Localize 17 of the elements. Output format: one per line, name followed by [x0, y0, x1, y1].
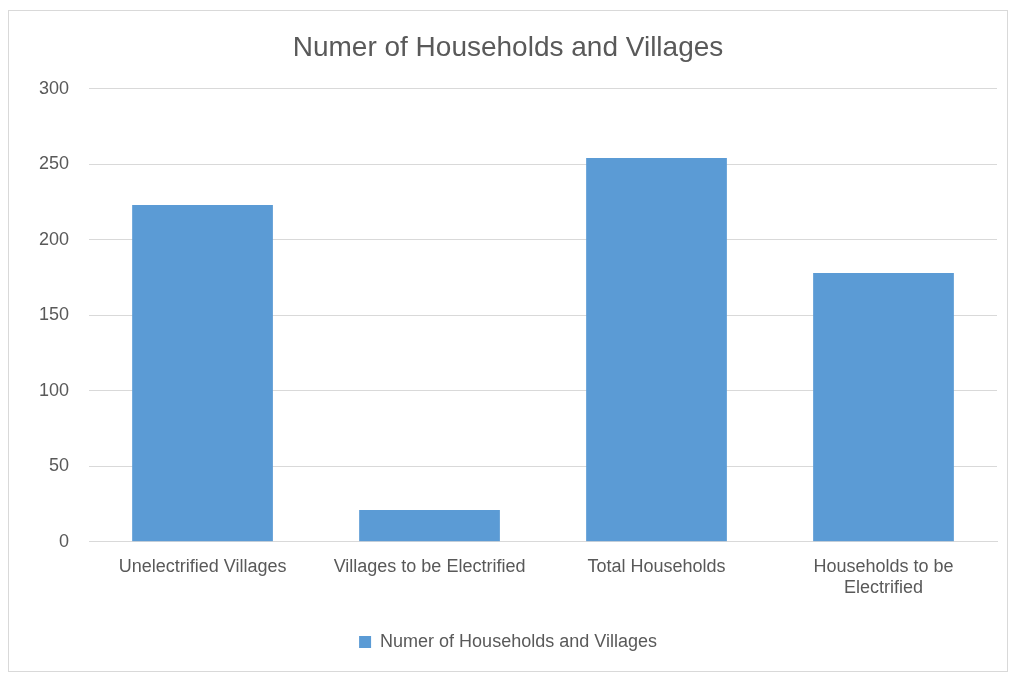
chart-title: Numer of Households and Villages	[292, 30, 724, 62]
y-tick-label: 0	[59, 530, 70, 551]
x-tick-label: Unelectrified Villages	[118, 555, 287, 576]
x-tick-label: Households to be Electrified	[813, 555, 954, 598]
bar	[132, 204, 273, 542]
legend-label: Numer of Households and Villages	[380, 630, 657, 651]
bar	[813, 272, 954, 542]
y-tick-label: 200	[38, 228, 70, 249]
y-tick-label: 150	[38, 304, 70, 325]
y-tick-label: 250	[38, 153, 70, 174]
y-tick-label: 100	[38, 379, 70, 400]
y-tick-label: 300	[38, 77, 70, 98]
x-tick-label: Total Households	[587, 555, 726, 576]
bar	[586, 158, 727, 542]
bar	[359, 510, 500, 542]
x-tick-label: Villages to be Electrified	[333, 555, 526, 576]
y-tick-label: 50	[49, 455, 70, 476]
